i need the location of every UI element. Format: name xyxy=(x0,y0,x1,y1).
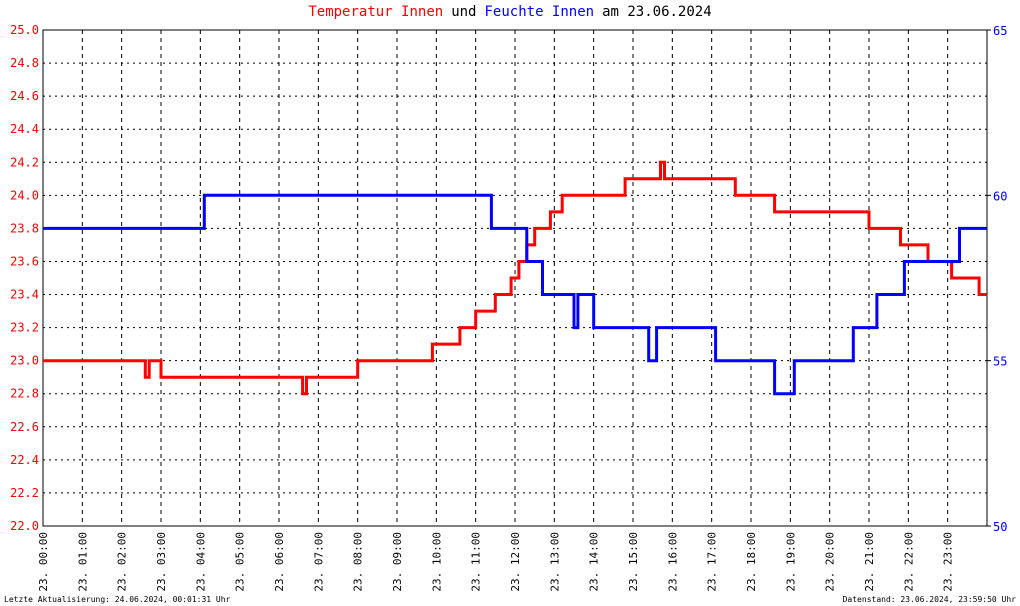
y-tick-label: 23.6 xyxy=(10,254,39,268)
data-line xyxy=(43,193,987,396)
x-tick-label: 23. 11:00 xyxy=(470,532,483,592)
y-tick-label: 22.0 xyxy=(10,519,39,533)
x-tick-label: 23. 17:00 xyxy=(706,532,719,592)
y2-tick-label: 60 xyxy=(993,189,1007,203)
x-tick-label: 23. 20:00 xyxy=(824,532,837,592)
title-part: und xyxy=(451,4,477,20)
y-tick-label: 24.6 xyxy=(10,89,39,103)
x-tick-label: 23. 04:00 xyxy=(194,532,207,592)
x-tick-label: 23. 14:00 xyxy=(588,532,601,592)
y2-tick-label: 50 xyxy=(993,520,1007,534)
y-tick-label: 23.4 xyxy=(10,288,39,302)
y-tick-label: 23.2 xyxy=(10,321,39,335)
y-tick-label: 24.0 xyxy=(10,188,39,202)
title-part: Temperatur Innen xyxy=(308,4,444,20)
footer-right: Datenstand: 23.06.2024, 23:59:50 Uhr xyxy=(843,595,1017,604)
x-tick-label: 23. 21:00 xyxy=(863,532,876,592)
x-tick-label: 23. 08:00 xyxy=(352,532,365,592)
y2-tick-label: 55 xyxy=(993,355,1007,369)
x-tick-label: 23. 09:00 xyxy=(391,532,404,592)
y-tick-label: 22.6 xyxy=(10,420,39,434)
x-tick-label: 23. 19:00 xyxy=(784,532,797,592)
y-tick-label: 22.2 xyxy=(10,486,39,500)
chart-title: Temperatur Innen und Feuchte Innen am 23.06… xyxy=(0,4,1020,20)
title-part: am 23.06.2024 xyxy=(602,4,712,20)
footer-left: Letzte Aktualisierung: 24.06.2024, 00:01… xyxy=(4,595,231,604)
y-tick-label: 24.2 xyxy=(10,155,39,169)
y-tick-label: 22.8 xyxy=(10,387,39,401)
y-tick-label: 23.8 xyxy=(10,221,39,235)
y-tick-label: 25.0 xyxy=(10,23,39,37)
y-tick-label: 24.4 xyxy=(10,122,39,136)
plot-frame xyxy=(42,29,988,527)
x-tick-label: 23. 16:00 xyxy=(666,532,679,592)
x-tick-label: 23. 02:00 xyxy=(116,532,129,592)
y-tick-label: 23.0 xyxy=(10,354,39,368)
x-tick-label: 23. 23:00 xyxy=(942,532,955,592)
y-tick-label: 22.4 xyxy=(10,453,39,467)
x-tick-label: 23. 05:00 xyxy=(234,532,247,592)
x-tick-label: 23. 13:00 xyxy=(548,532,561,592)
y2-tick-label: 65 xyxy=(993,24,1007,38)
y-tick-label: 24.8 xyxy=(10,56,39,70)
x-tick-label: 23. 12:00 xyxy=(509,532,522,592)
title-part: Feuchte Innen xyxy=(484,4,595,20)
data-line xyxy=(43,160,987,396)
x-tick-label: 23. 03:00 xyxy=(155,532,168,592)
x-tick-label: 23. 00:00 xyxy=(37,532,50,592)
x-tick-label: 23. 06:00 xyxy=(273,532,286,592)
x-tick-label: 23. 07:00 xyxy=(312,532,325,592)
x-tick-label: 23. 10:00 xyxy=(430,532,443,592)
x-tick-label: 23. 01:00 xyxy=(76,532,89,592)
x-tick-label: 23. 22:00 xyxy=(902,532,915,592)
x-tick-label: 23. 18:00 xyxy=(745,532,758,592)
x-tick-label: 23. 15:00 xyxy=(627,532,640,592)
